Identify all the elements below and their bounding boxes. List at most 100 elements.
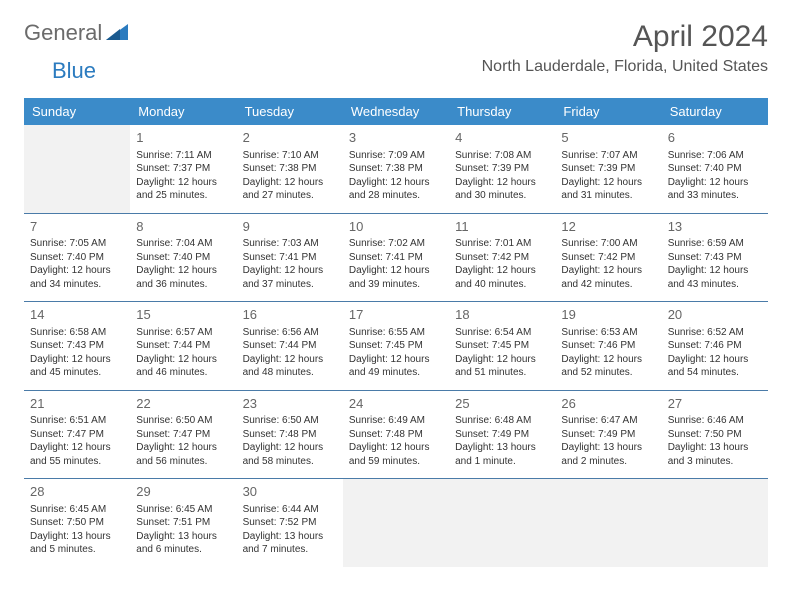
calendar-day-cell: 14Sunrise: 6:58 AMSunset: 7:43 PMDayligh… bbox=[24, 302, 130, 391]
calendar-day-cell: 2 Sunrise: 7:10 AMSunset: 7:38 PMDaylight… bbox=[237, 125, 343, 213]
calendar-day-cell: 27Sunrise: 6:46 AMSunset: 7:50 PMDayligh… bbox=[662, 390, 768, 479]
sunrise-text: Sunrise: 6:47 AM bbox=[561, 414, 655, 428]
daylight-text: Daylight: 12 hours bbox=[30, 353, 124, 367]
calendar-day-cell: 11Sunrise: 7:01 AMSunset: 7:42 PMDayligh… bbox=[449, 213, 555, 302]
daylight-text: and 51 minutes. bbox=[455, 366, 549, 380]
calendar-day-cell: 6Sunrise: 7:06 AMSunset: 7:40 PMDaylight… bbox=[662, 125, 768, 213]
daylight-text: and 58 minutes. bbox=[243, 455, 337, 469]
logo-text-2: Blue bbox=[52, 58, 96, 84]
day-number: 19 bbox=[561, 306, 655, 324]
day-number: 1 bbox=[136, 129, 230, 147]
day-number: 8 bbox=[136, 218, 230, 236]
daylight-text: and 2 minutes. bbox=[561, 455, 655, 469]
daylight-text: Daylight: 12 hours bbox=[30, 264, 124, 278]
sunset-text: Sunset: 7:43 PM bbox=[668, 251, 762, 265]
day-number: 7 bbox=[30, 218, 124, 236]
daylight-text: Daylight: 12 hours bbox=[349, 264, 443, 278]
sunrise-text: Sunrise: 6:46 AM bbox=[668, 414, 762, 428]
sunset-text: Sunset: 7:40 PM bbox=[136, 251, 230, 265]
daylight-text: and 46 minutes. bbox=[136, 366, 230, 380]
day-number: 24 bbox=[349, 395, 443, 413]
daylight-text: and 33 minutes. bbox=[668, 189, 762, 203]
day-number: 25 bbox=[455, 395, 549, 413]
weekday-header: Wednesday bbox=[343, 98, 449, 125]
calendar-week-row: 1Sunrise: 7:11 AMSunset: 7:37 PMDaylight… bbox=[24, 125, 768, 213]
day-number: 2 bbox=[243, 129, 337, 147]
sunset-text: Sunset: 7:39 PM bbox=[455, 162, 549, 176]
daylight-text: Daylight: 13 hours bbox=[136, 530, 230, 544]
weekday-header-row: SundayMondayTuesdayWednesdayThursdayFrid… bbox=[24, 98, 768, 125]
day-number: 18 bbox=[455, 306, 549, 324]
sunrise-text: Sunrise: 6:48 AM bbox=[455, 414, 549, 428]
day-number: 13 bbox=[668, 218, 762, 236]
day-number: 22 bbox=[136, 395, 230, 413]
calendar-day-cell: 28Sunrise: 6:45 AMSunset: 7:50 PMDayligh… bbox=[24, 479, 130, 567]
weekday-header: Monday bbox=[130, 98, 236, 125]
calendar-day-cell: 20Sunrise: 6:52 AMSunset: 7:46 PMDayligh… bbox=[662, 302, 768, 391]
sunrise-text: Sunrise: 6:51 AM bbox=[30, 414, 124, 428]
daylight-text: Daylight: 13 hours bbox=[30, 530, 124, 544]
sunrise-text: Sunrise: 7:05 AM bbox=[30, 237, 124, 251]
sunset-text: Sunset: 7:42 PM bbox=[455, 251, 549, 265]
daylight-text: and 39 minutes. bbox=[349, 278, 443, 292]
daylight-text: and 1 minute. bbox=[455, 455, 549, 469]
daylight-text: and 7 minutes. bbox=[243, 543, 337, 557]
daylight-text: and 27 minutes. bbox=[243, 189, 337, 203]
calendar-day-cell: 12Sunrise: 7:00 AMSunset: 7:42 PMDayligh… bbox=[555, 213, 661, 302]
sunset-text: Sunset: 7:44 PM bbox=[136, 339, 230, 353]
daylight-text: Daylight: 12 hours bbox=[668, 176, 762, 190]
day-number: 4 bbox=[455, 129, 549, 147]
sunset-text: Sunset: 7:46 PM bbox=[668, 339, 762, 353]
daylight-text: and 28 minutes. bbox=[349, 189, 443, 203]
calendar-week-row: 14Sunrise: 6:58 AMSunset: 7:43 PMDayligh… bbox=[24, 302, 768, 391]
calendar-day-cell: 16Sunrise: 6:56 AMSunset: 7:44 PMDayligh… bbox=[237, 302, 343, 391]
sunset-text: Sunset: 7:52 PM bbox=[243, 516, 337, 530]
sunset-text: Sunset: 7:47 PM bbox=[136, 428, 230, 442]
sunset-text: Sunset: 7:37 PM bbox=[136, 162, 230, 176]
sunset-text: Sunset: 7:39 PM bbox=[561, 162, 655, 176]
calendar-day-cell: 17Sunrise: 6:55 AMSunset: 7:45 PMDayligh… bbox=[343, 302, 449, 391]
day-number: 6 bbox=[668, 129, 762, 147]
day-number: 17 bbox=[349, 306, 443, 324]
day-number: 3 bbox=[349, 129, 443, 147]
calendar-day-cell: 13Sunrise: 6:59 AMSunset: 7:43 PMDayligh… bbox=[662, 213, 768, 302]
sunrise-text: Sunrise: 7:10 AM bbox=[243, 149, 337, 163]
sunrise-text: Sunrise: 7:03 AM bbox=[243, 237, 337, 251]
daylight-text: and 54 minutes. bbox=[668, 366, 762, 380]
calendar-empty-cell bbox=[343, 479, 449, 567]
daylight-text: Daylight: 13 hours bbox=[668, 441, 762, 455]
daylight-text: Daylight: 12 hours bbox=[668, 353, 762, 367]
logo-triangle-icon bbox=[106, 22, 128, 45]
sunset-text: Sunset: 7:43 PM bbox=[30, 339, 124, 353]
daylight-text: Daylight: 12 hours bbox=[668, 264, 762, 278]
location: North Lauderdale, Florida, United States bbox=[482, 58, 768, 76]
weekday-header: Friday bbox=[555, 98, 661, 125]
sunset-text: Sunset: 7:48 PM bbox=[243, 428, 337, 442]
title-block: April 2024 North Lauderdale, Florida, Un… bbox=[482, 20, 768, 76]
sunrise-text: Sunrise: 6:44 AM bbox=[243, 503, 337, 517]
daylight-text: and 49 minutes. bbox=[349, 366, 443, 380]
day-number: 16 bbox=[243, 306, 337, 324]
calendar-day-cell: 19Sunrise: 6:53 AMSunset: 7:46 PMDayligh… bbox=[555, 302, 661, 391]
sunset-text: Sunset: 7:49 PM bbox=[561, 428, 655, 442]
daylight-text: Daylight: 12 hours bbox=[243, 176, 337, 190]
weekday-header: Thursday bbox=[449, 98, 555, 125]
sunset-text: Sunset: 7:50 PM bbox=[30, 516, 124, 530]
daylight-text: Daylight: 12 hours bbox=[349, 441, 443, 455]
sunrise-text: Sunrise: 6:56 AM bbox=[243, 326, 337, 340]
daylight-text: Daylight: 12 hours bbox=[136, 176, 230, 190]
sunrise-text: Sunrise: 6:52 AM bbox=[668, 326, 762, 340]
daylight-text: and 25 minutes. bbox=[136, 189, 230, 203]
weekday-header: Tuesday bbox=[237, 98, 343, 125]
sunrise-text: Sunrise: 6:53 AM bbox=[561, 326, 655, 340]
daylight-text: and 30 minutes. bbox=[455, 189, 549, 203]
sunset-text: Sunset: 7:38 PM bbox=[349, 162, 443, 176]
sunrise-text: Sunrise: 6:55 AM bbox=[349, 326, 443, 340]
sunset-text: Sunset: 7:41 PM bbox=[349, 251, 443, 265]
sunset-text: Sunset: 7:48 PM bbox=[349, 428, 443, 442]
sunset-text: Sunset: 7:38 PM bbox=[243, 162, 337, 176]
daylight-text: Daylight: 12 hours bbox=[136, 264, 230, 278]
calendar-week-row: 7Sunrise: 7:05 AMSunset: 7:40 PMDaylight… bbox=[24, 213, 768, 302]
sunset-text: Sunset: 7:50 PM bbox=[668, 428, 762, 442]
sunset-text: Sunset: 7:42 PM bbox=[561, 251, 655, 265]
